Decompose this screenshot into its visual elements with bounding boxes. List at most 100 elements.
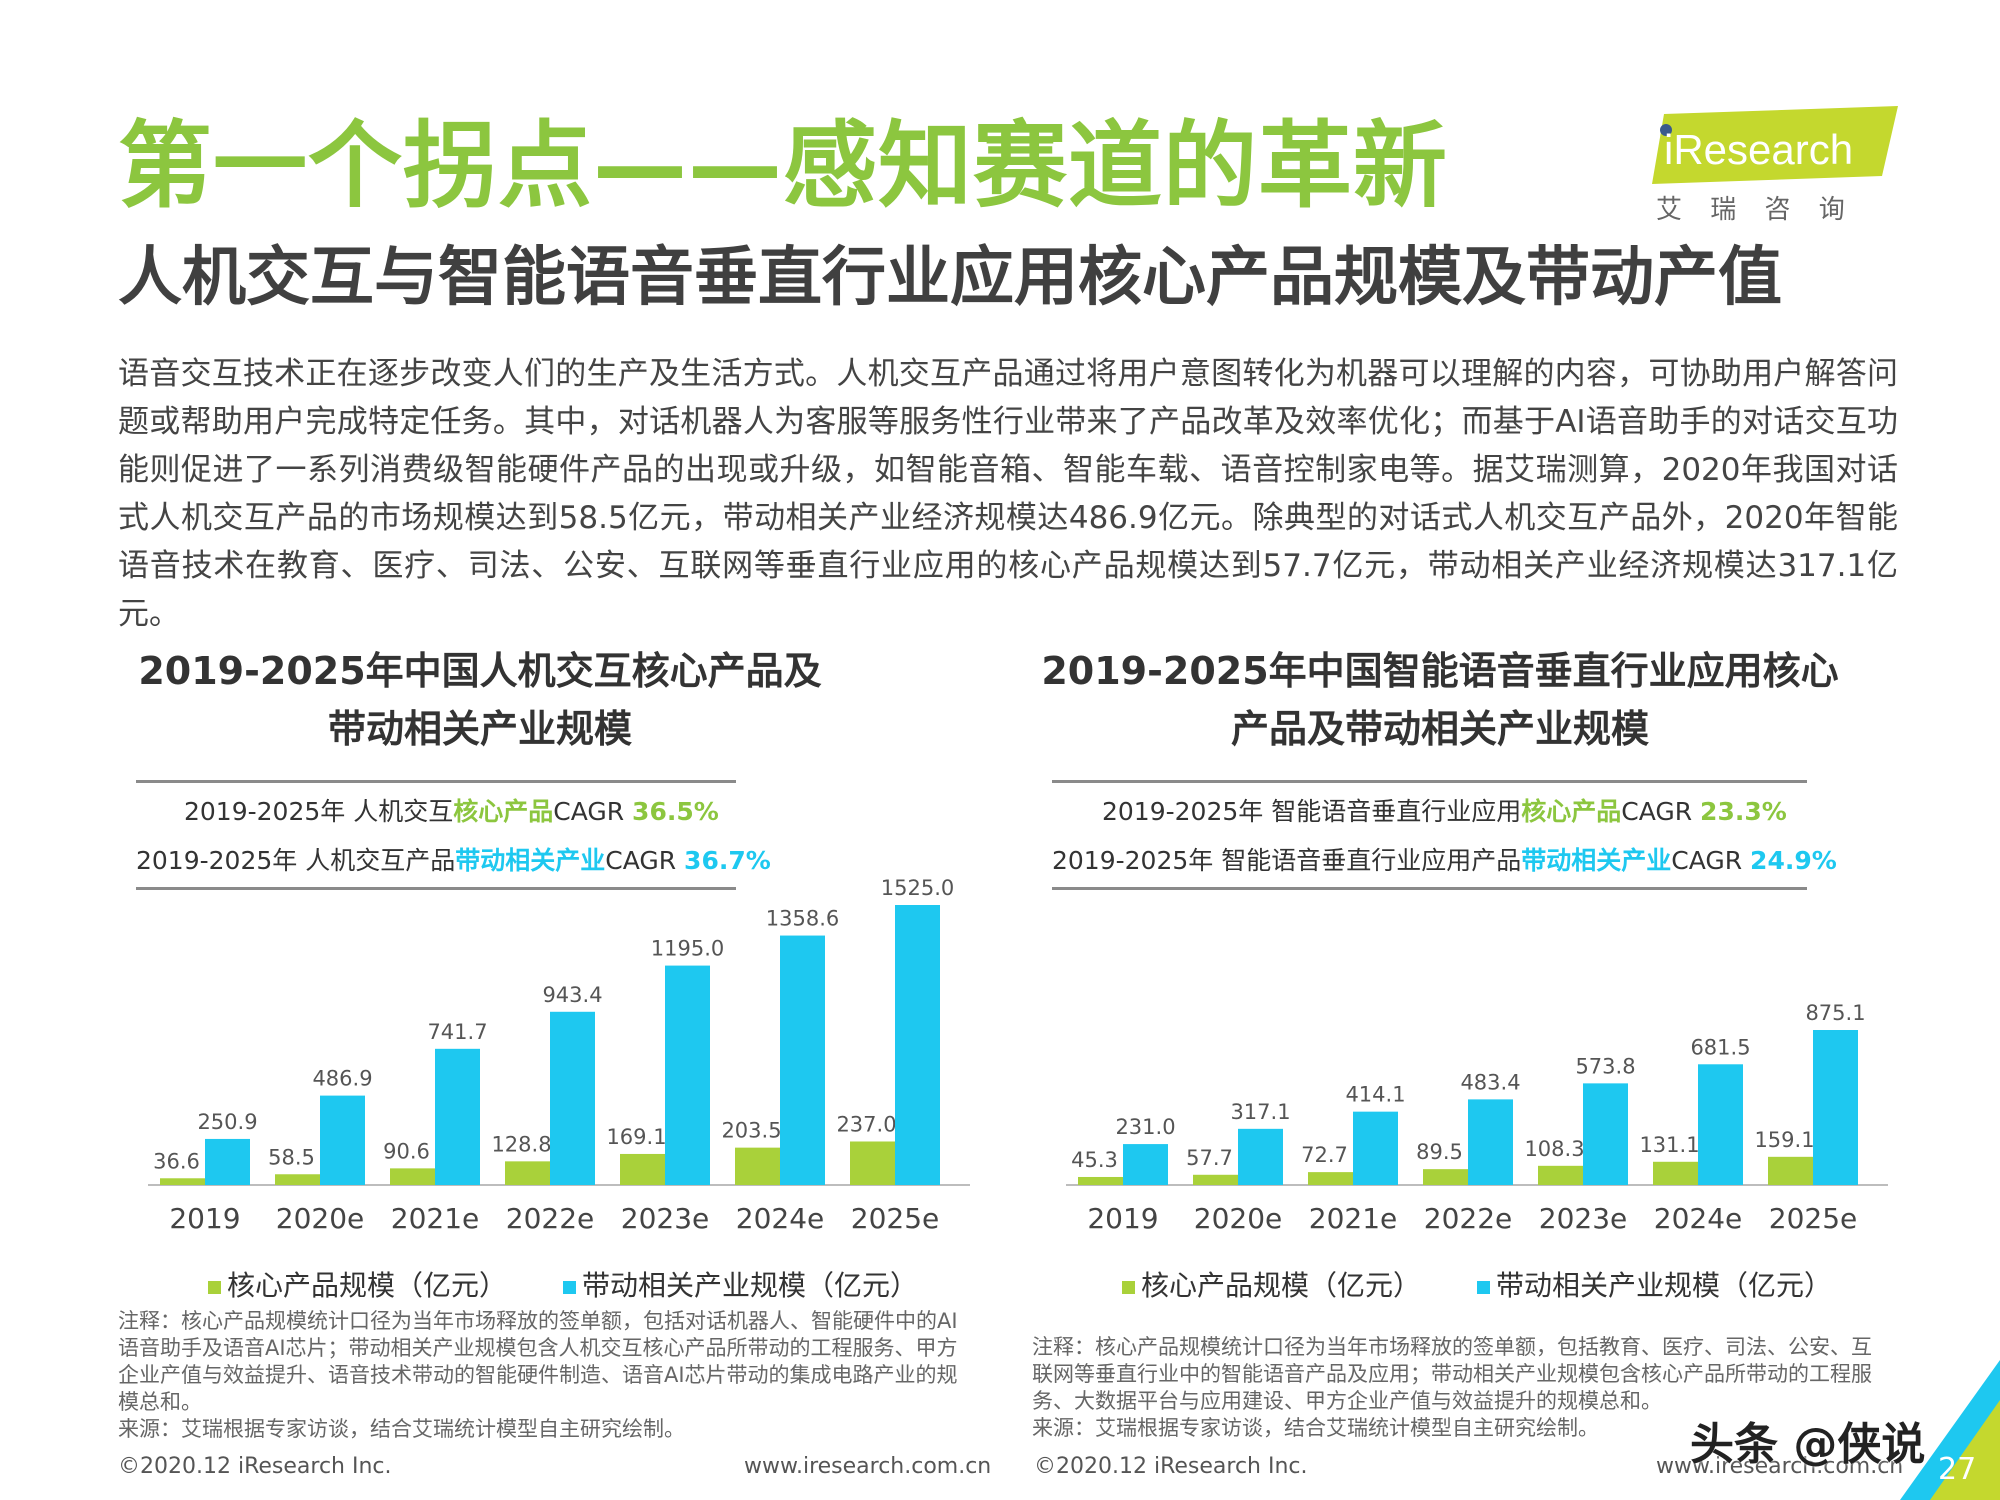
left-bar-core	[735, 1147, 780, 1185]
logo-cn-text: 艾 瑞 咨 询	[1656, 195, 1855, 225]
left-legend-related-swatch	[563, 1280, 577, 1294]
left-cagr-box: 2019-2025年 人机交互核心产品CAGR 36.5% 2019-2025年…	[136, 780, 771, 890]
right-x-tick-label: 2024e	[1654, 1202, 1742, 1235]
right-bar-related	[1468, 1099, 1513, 1185]
left-cagr-related: 2019-2025年 人机交互产品带动相关产业CAGR 36.7%	[136, 836, 771, 885]
corner-decoration	[1900, 1360, 2000, 1500]
right-data-label: 317.1	[1230, 1100, 1290, 1124]
right-x-tick-label: 2022e	[1424, 1202, 1512, 1235]
right-cagr-related: 2019-2025年 智能语音垂直行业应用产品带动相关产业CAGR 24.9%	[1052, 836, 1837, 885]
left-footer-copyright: ©2020.12 iResearch Inc.	[118, 1454, 392, 1479]
right-source: 来源：艾瑞根据专家访谈，结合艾瑞统计模型自主研究绘制。	[1032, 1416, 1599, 1440]
right-data-label: 681.5	[1690, 1035, 1750, 1059]
right-bar-core	[1653, 1161, 1698, 1185]
right-x-tick-label: 2019	[1087, 1202, 1158, 1235]
left-data-label: 741.7	[427, 1020, 487, 1044]
left-bar-related	[550, 1011, 595, 1185]
right-cagr-box: 2019-2025年 智能语音垂直行业应用核心产品CAGR 23.3% 2019…	[1052, 780, 1837, 890]
right-bar-core	[1078, 1176, 1123, 1185]
left-cagr-core-key: 核心产品	[453, 797, 554, 826]
right-bar-core	[1308, 1172, 1353, 1185]
left-bar-chart: 36.6 250.9 2019 58.5 486.9 2020e 90.6 741.7 2021…	[148, 876, 970, 1235]
right-legend-related-label: 带动相关产业规模（亿元）	[1496, 1269, 1833, 1302]
left-cagr-core: 2019-2025年 人机交互核心产品CAGR 36.5%	[136, 787, 736, 836]
left-data-label: 943.4	[542, 983, 602, 1007]
right-chart-title-wrap: 2019-2025年中国智能语音垂直行业应用核心产品及带动相关产业规模	[1040, 642, 1840, 758]
right-legend-related: 带动相关产业规模（亿元）	[1477, 1264, 1832, 1304]
left-data-label: 1195.0	[651, 937, 724, 961]
left-chart-title: 2019-2025年中国人机交互核心产品及带动相关产业规模	[138, 649, 822, 751]
left-legend-core-swatch	[208, 1280, 221, 1294]
left-note: 注释：核心产品规模统计口径为当年市场释放的签单额，包括对话机器人、智能硬件中的A…	[118, 1309, 958, 1414]
logo-shape: iResearch 艾 瑞 咨 询	[1652, 106, 1898, 225]
right-data-label: 231.0	[1115, 1115, 1175, 1139]
left-x-tick-label: 2023e	[621, 1202, 709, 1235]
right-legend: 核心产品规模（亿元） 带动相关产业规模（亿元）	[1122, 1264, 1832, 1304]
right-cagr-core: 2019-2025年 智能语音垂直行业应用核心产品CAGR 23.3%	[1052, 787, 1807, 836]
left-footer-url: www.iresearch.com.cn	[744, 1454, 992, 1479]
left-x-tick-label: 2024e	[736, 1202, 824, 1235]
left-cagr-related-value: 36.7%	[684, 846, 771, 875]
right-data-label: 483.4	[1460, 1070, 1520, 1094]
left-cagr-core-pre: 2019-2025年 人机交互	[184, 797, 454, 826]
right-data-label: 108.3	[1524, 1137, 1584, 1161]
right-cagr-core-mid: CAGR	[1621, 797, 1701, 826]
page-subtitle: 人机交互与智能语音垂直行业应用核心产品规模及带动产值	[118, 241, 1782, 315]
right-bar-core	[1538, 1165, 1583, 1185]
right-bar-core	[1193, 1174, 1238, 1185]
right-data-label: 72.7	[1301, 1143, 1348, 1167]
left-data-label: 169.1	[606, 1125, 666, 1149]
left-legend-core-label: 核心产品规模（亿元）	[227, 1269, 508, 1302]
left-cagr-core-mid: CAGR	[553, 797, 633, 826]
left-x-tick-label: 2025e	[851, 1202, 939, 1235]
left-bar-core	[390, 1168, 435, 1185]
right-bar-core	[1768, 1156, 1813, 1185]
right-data-label: 131.1	[1639, 1133, 1699, 1157]
left-bar-core	[505, 1161, 550, 1185]
left-bar-core	[620, 1153, 665, 1185]
intro-paragraph: 语音交互技术正在逐步改变人们的生产及生活方式。人机交互产品通过将用户意图转化为机…	[118, 356, 1898, 632]
right-bar-related	[1123, 1144, 1168, 1185]
iresearch-logo: iResearch 艾 瑞 咨 询	[1644, 104, 1900, 228]
right-bar-related	[1813, 1030, 1858, 1185]
left-data-label: 486.9	[312, 1067, 372, 1091]
left-chart-title-wrap: 2019-2025年中国人机交互核心产品及带动相关产业规模	[130, 642, 830, 758]
left-x-tick-label: 2019	[169, 1202, 240, 1235]
right-legend-related-swatch	[1477, 1280, 1491, 1294]
left-x-tick-label: 2021e	[391, 1202, 479, 1235]
right-legend-core-swatch	[1122, 1280, 1135, 1294]
right-note: 注释：核心产品规模统计口径为当年市场释放的签单额，包括教育、医疗、司法、公安、互…	[1032, 1335, 1872, 1413]
left-data-label: 36.6	[153, 1149, 200, 1173]
right-x-tick-label: 2025e	[1769, 1202, 1857, 1235]
right-x-tick-label: 2021e	[1309, 1202, 1397, 1235]
left-data-label: 1358.6	[766, 907, 839, 931]
left-bar-related	[895, 905, 940, 1185]
left-data-label: 250.9	[197, 1110, 257, 1134]
right-bar-related	[1583, 1083, 1628, 1185]
left-data-label: 203.5	[721, 1119, 781, 1143]
left-bar-related	[665, 965, 710, 1185]
left-source: 来源：艾瑞根据专家访谈，结合艾瑞统计模型自主研究绘制。	[118, 1417, 685, 1441]
left-cagr-related-key: 带动相关产业	[455, 846, 606, 875]
right-x-tick-label: 2023e	[1539, 1202, 1627, 1235]
left-x-tick-label: 2022e	[506, 1202, 594, 1235]
right-x-tick-label: 2020e	[1194, 1202, 1282, 1235]
left-legend-related-label: 带动相关产业规模（亿元）	[582, 1269, 919, 1302]
page-title: 第一个拐点——感知赛道的革新	[118, 112, 1449, 221]
right-cagr-related-mid: CAGR	[1671, 846, 1751, 875]
right-data-label: 573.8	[1575, 1054, 1635, 1078]
right-cagr-related-value: 24.9%	[1750, 846, 1837, 875]
page-number: 27	[1938, 1452, 1977, 1487]
left-data-label: 58.5	[268, 1145, 315, 1169]
right-cagr-core-value: 23.3%	[1700, 797, 1787, 826]
left-x-tick-label: 2020e	[276, 1202, 364, 1235]
left-bar-core	[850, 1141, 895, 1185]
right-cagr-related-key: 带动相关产业	[1521, 846, 1672, 875]
right-data-label: 57.7	[1186, 1146, 1233, 1170]
right-data-label: 45.3	[1071, 1148, 1118, 1172]
left-data-label: 1525.0	[881, 876, 954, 900]
left-data-label: 90.6	[383, 1139, 430, 1163]
left-data-label: 128.8	[491, 1132, 551, 1156]
right-bar-chart: 45.3 231.0 2019 57.7 317.1 2020e 72.7 414.1 2021…	[1066, 1001, 1888, 1235]
left-notes: 注释：核心产品规模统计口径为当年市场释放的签单额，包括对话机器人、智能硬件中的A…	[118, 1308, 978, 1443]
